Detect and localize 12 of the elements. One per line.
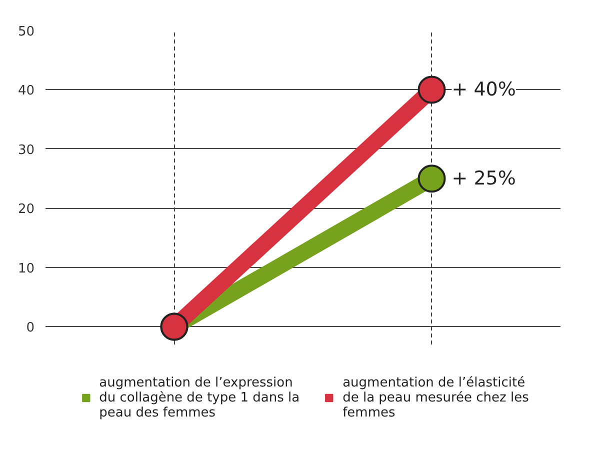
y-tick-label: 0 xyxy=(26,320,35,336)
point xyxy=(418,76,446,104)
legend-label: augmentation de l’élasticité de la peau mesurée chez les femmes xyxy=(342,375,529,420)
y-tick-label: 50 xyxy=(18,24,35,40)
data-label: + 40% xyxy=(452,78,516,101)
point xyxy=(418,164,446,193)
data-label: + 25% xyxy=(452,168,516,190)
y-tick-label: 20 xyxy=(18,202,35,218)
y-tick-label: 40 xyxy=(18,84,35,99)
legend-label: augmentation de l’expression du collagène de type 1 dans la peau des femmes xyxy=(99,375,300,420)
y-tick-label: 30 xyxy=(18,142,35,158)
y-tick-label: 10 xyxy=(18,261,35,276)
